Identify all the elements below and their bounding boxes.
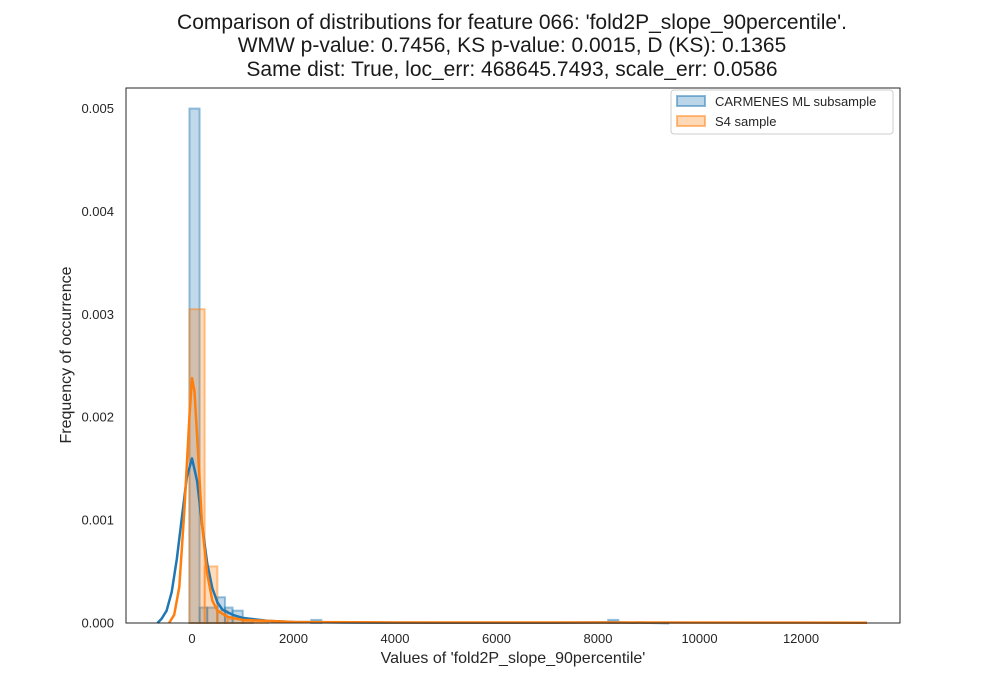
x-tick-label-1: 2000: [279, 631, 308, 646]
y-tick-label-4: 0.004: [81, 204, 114, 219]
legend-swatch-s4: [676, 115, 706, 127]
y-tick-label-0: 0.000: [81, 616, 114, 631]
legend: CARMENES ML subsample S4 sample: [670, 89, 894, 135]
y-axis-ticks: 0.000 0.001 0.002 0.003 0.004 0.005: [81, 101, 114, 630]
y-tick-label-1: 0.001: [81, 513, 114, 528]
legend-label-s4: S4 sample: [715, 114, 776, 129]
x-tick-label-6: 12000: [783, 631, 819, 646]
x-tick-label-5: 10000: [681, 631, 717, 646]
x-axis-label: Values of 'fold2P_slope_90percentile': [381, 650, 646, 667]
y-tick-label-5: 0.005: [81, 101, 114, 116]
x-axis-ticks: 0 2000 4000 6000 8000 10000 12000: [188, 631, 819, 646]
y-tick-label-3: 0.003: [81, 307, 114, 322]
y-axis-label: Frequency of occurrence: [58, 266, 75, 443]
plot-area-frame: [125, 87, 901, 624]
x-tick-label-0: 0: [188, 631, 195, 646]
hist-bar-s4-sample-0: [188, 308, 206, 624]
legend-box: [670, 89, 894, 135]
y-tick-label-2: 0.002: [81, 410, 114, 425]
kde-line-s4-sample: [168, 376, 868, 624]
chart-title-line-1: Comparison of distributions for feature …: [177, 11, 847, 34]
x-tick-label-2: 4000: [381, 631, 410, 646]
legend-swatch-carmenes: [676, 95, 706, 107]
chart-title-line-2: WMW p-value: 0.7456, KS p-value: 0.0015,…: [238, 34, 787, 57]
x-tick-label-3: 6000: [482, 631, 511, 646]
x-tick-label-4: 8000: [584, 631, 613, 646]
legend-label-carmenes: CARMENES ML subsample: [715, 94, 876, 109]
chart-title-line-3: Same dist: True, loc_err: 468645.7493, s…: [246, 58, 777, 81]
